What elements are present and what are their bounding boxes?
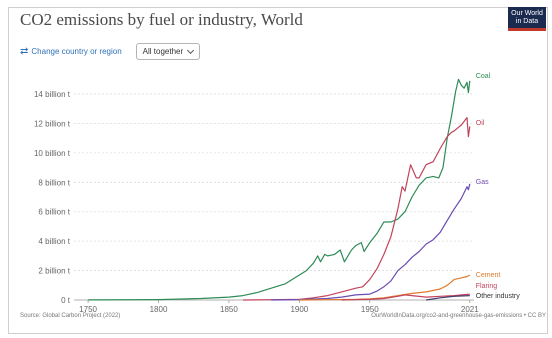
x-tick-label-3: 1900	[290, 305, 308, 314]
series-mode-dropdown[interactable]: All together	[135, 43, 201, 60]
x-axis: 1750 1800 1850 1900 1950 2021	[79, 300, 479, 314]
series-line-flaring	[341, 293, 470, 301]
series-line-oil	[242, 117, 471, 301]
x-tick-label-1: 1800	[150, 305, 168, 314]
y-tick-label-6: 12 billion t	[34, 119, 71, 128]
series-label-oil: Oil	[476, 120, 485, 127]
source-note: Source: Global Carbon Project (2022)	[20, 313, 121, 319]
series-lines	[88, 78, 471, 301]
series-labels: Coal Oil Gas Cement Flaring Other industry	[476, 73, 520, 300]
series-line-other-industry	[426, 295, 470, 301]
series-label-other-industry: Other industry	[476, 293, 520, 300]
swap-arrows-icon: ⇄	[20, 46, 29, 57]
page-title: CO2 emissions by fuel or industry, World	[20, 10, 303, 29]
gridlines	[74, 93, 474, 301]
x-tick-label-2: 1850	[220, 305, 238, 314]
change-country-label: Change country or region	[31, 47, 122, 56]
y-tick-label-1: 2 billion t	[38, 267, 70, 276]
series-label-cement: Cement	[476, 272, 501, 279]
y-tick-label-3: 6 billion t	[38, 208, 70, 217]
logo-line-2: in Data	[515, 18, 539, 25]
chart-controls: ⇄ Change country or region All together	[20, 43, 201, 60]
series-line-coal	[88, 78, 471, 301]
series-label-gas: Gas	[476, 179, 489, 186]
y-tick-label-0: 0 t	[61, 296, 71, 305]
y-axis: 0 t 2 billion t 4 billion t 6 billion t 8 bi…	[34, 90, 71, 305]
series-label-flaring: Flaring	[476, 283, 498, 290]
y-tick-label-5: 10 billion t	[34, 149, 71, 158]
x-tick-label-5: 2021	[461, 305, 479, 314]
x-tick-label-0: 1750	[79, 305, 97, 314]
x-tick-label-4: 1950	[361, 305, 379, 314]
y-tick-label-4: 8 billion t	[38, 178, 70, 187]
series-label-coal: Coal	[476, 73, 491, 80]
change-country-button[interactable]: ⇄ Change country or region	[20, 46, 122, 57]
logo-line-1: Our World	[511, 10, 543, 17]
chart-frame	[8, 7, 548, 334]
series-line-gas	[271, 183, 471, 301]
y-tick-label-2: 4 billion t	[38, 237, 70, 246]
license-link[interactable]: OurWorldInData.org/co2-and-greenhouse-ga…	[371, 313, 546, 319]
owid-logo[interactable]: Our World in Data	[508, 7, 546, 31]
dropdown-value: All together	[142, 47, 184, 56]
y-tick-label-7: 14 billion t	[34, 90, 71, 99]
